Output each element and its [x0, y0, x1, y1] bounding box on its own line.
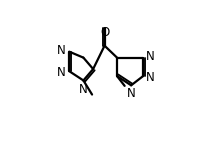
- Text: N: N: [57, 66, 66, 79]
- Text: N: N: [146, 71, 154, 84]
- Text: O: O: [100, 26, 109, 39]
- Text: N: N: [57, 44, 66, 57]
- Text: N: N: [79, 83, 88, 96]
- Text: N: N: [127, 87, 135, 101]
- Text: N: N: [146, 49, 154, 62]
